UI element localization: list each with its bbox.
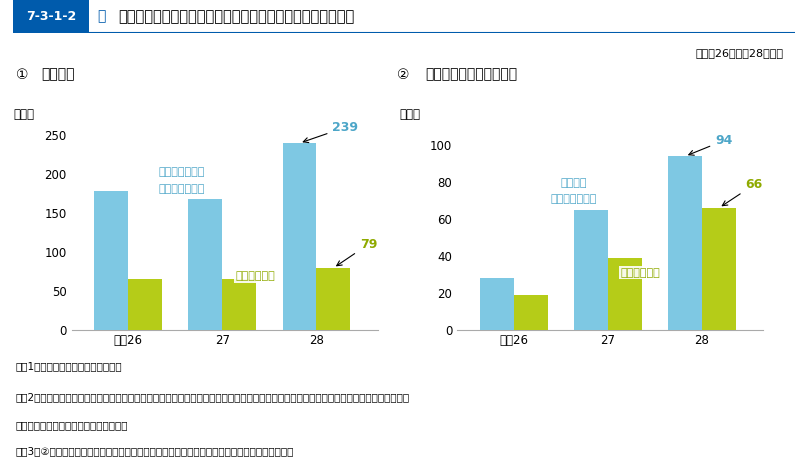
Text: ②: ② [398,68,410,82]
Text: うち連携あり: うち連携あり [235,271,275,281]
Text: 保護観察対象者: 保護観察対象者 [550,194,596,204]
FancyBboxPatch shape [13,0,89,33]
Text: 7-3-1-2: 7-3-1-2 [26,10,76,23]
Text: 79: 79 [337,238,377,266]
Bar [282,143,316,330]
Text: 入院・通院した: 入院・通院した [158,167,205,177]
Text: 通所した: 通所した [560,177,587,188]
Bar [668,156,702,330]
Text: 94: 94 [688,134,732,155]
Bar [94,191,128,330]
Text: 2　「うち連携あり」は，ケア会議を開催したり処遇協議を実施したりするなどして，保護観察所が当該機関と情報を共有しつつ処遇を: 2 「うち連携あり」は，ケア会議を開催したり処遇協議を実施したりするなどして，保… [16,392,410,402]
Bar [479,278,514,330]
Bar [514,295,548,330]
Text: うち連携あり: うち連携あり [621,268,661,278]
Text: （人）: （人） [14,108,34,121]
Text: 薬物処遇関係機関の支援を受けた保護観察対象者人員の推移: 薬物処遇関係機関の支援を受けた保護観察対象者人員の推移 [118,9,355,24]
Bar [574,210,608,330]
Text: 医療機関: 医療機関 [41,68,75,82]
Bar [702,208,736,330]
Text: 3　②において，「精神保健福祉センター等」は，保健所や市町村障害保健主管課等を含む。: 3 ②において，「精神保健福祉センター等」は，保健所や市町村障害保健主管課等を含… [16,446,294,456]
Text: 66: 66 [723,178,762,206]
Text: 精神保健福祉センター等: 精神保健福祉センター等 [425,68,518,82]
Text: ①: ① [16,68,29,82]
Text: 239: 239 [303,121,359,142]
Text: （平成26年度～28年度）: （平成26年度～28年度） [695,48,783,58]
Bar [316,268,351,330]
Bar [608,258,642,330]
Bar [188,199,223,330]
Text: （人）: （人） [399,108,420,121]
Text: 注　1　法務省保護局の資料による。: 注 1 法務省保護局の資料による。 [16,361,122,372]
Text: 保護観察対象者: 保護観察対象者 [158,184,205,194]
Text: 実施した保護観察対象者をいう。: 実施した保護観察対象者をいう。 [16,420,129,431]
Bar [223,279,256,330]
Text: 図: 図 [97,10,106,24]
Bar [128,279,162,330]
